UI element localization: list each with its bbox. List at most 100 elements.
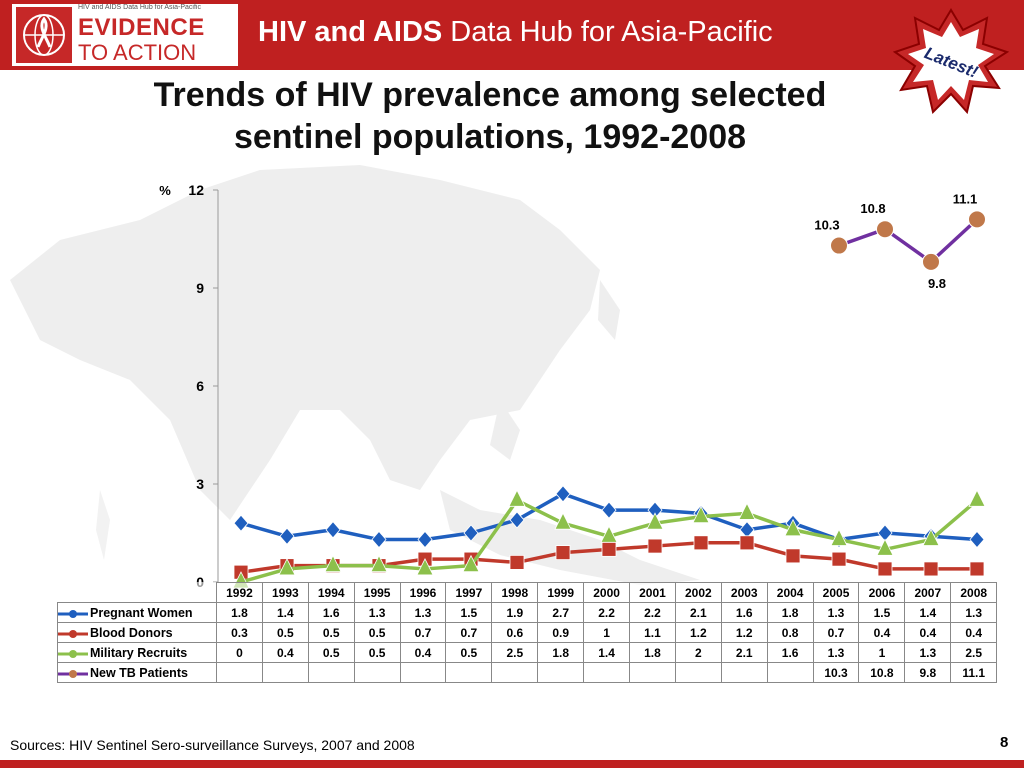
x-tick-label: 2005 bbox=[812, 582, 860, 603]
table-cell: 1.1 bbox=[629, 622, 676, 643]
x-tick-label: 1995 bbox=[353, 582, 401, 603]
hub-title: HIV and AIDS Data Hub for Asia-Pacific bbox=[258, 16, 773, 49]
data-label: 9.8 bbox=[928, 276, 946, 291]
table-cell: 0.5 bbox=[445, 642, 493, 663]
table-cell: 1.2 bbox=[720, 622, 768, 643]
data-point bbox=[325, 521, 341, 539]
legend-entry: New TB Patients bbox=[57, 662, 217, 683]
table-cell: 0.5 bbox=[261, 622, 309, 643]
table-row: New TB Patients 10.3 10.8 9.8 11.1 bbox=[57, 662, 998, 683]
table-cell: 0.5 bbox=[353, 622, 401, 643]
table-cell: 1.3 bbox=[353, 602, 401, 623]
data-point bbox=[417, 530, 433, 549]
table-cell: 1.8 bbox=[629, 642, 676, 663]
legend-entry: Military Recruits bbox=[57, 642, 217, 663]
y-axis-label: % bbox=[159, 183, 171, 198]
table-cell: 1.8 bbox=[537, 642, 585, 663]
data-point bbox=[646, 512, 664, 530]
table-cell bbox=[399, 662, 447, 683]
table-cell: 1.8 bbox=[216, 602, 263, 623]
y-tick-label: 6 bbox=[196, 378, 204, 394]
table-row: Military Recruits 0 0.4 0.5 0.5 0.4 0.5 2.5 1.8 1… bbox=[57, 642, 998, 663]
table-cell: 0.4 bbox=[399, 642, 447, 663]
data-point bbox=[508, 489, 526, 507]
table-cell: 0.5 bbox=[353, 642, 401, 663]
table-cell: 2.5 bbox=[950, 642, 998, 663]
data-point bbox=[462, 554, 480, 573]
table-cell: 1.5 bbox=[858, 602, 906, 623]
legend-key-icon bbox=[58, 608, 88, 619]
data-point bbox=[785, 548, 801, 564]
table-cell: 0.5 bbox=[307, 622, 355, 643]
table-cell: 9.8 bbox=[904, 662, 952, 683]
table-cell: 2.5 bbox=[491, 642, 539, 663]
page-number: 8 bbox=[1000, 734, 1009, 751]
table-cell bbox=[583, 662, 631, 683]
data-label: 10.8 bbox=[860, 201, 885, 216]
table-cell: 1.6 bbox=[766, 642, 814, 663]
y-axis: 036912% bbox=[159, 182, 219, 590]
logo-tagline: HIV and AIDS Data Hub for Asia-Pacific bbox=[78, 4, 201, 11]
table-cell: 2.7 bbox=[537, 602, 585, 623]
table-cell: 0.7 bbox=[399, 622, 447, 643]
x-tick-label: 1992 bbox=[216, 582, 263, 603]
table-cell: 2.1 bbox=[720, 642, 768, 663]
x-tick-label: 2006 bbox=[858, 582, 906, 603]
data-label: 10.3 bbox=[814, 218, 839, 233]
data-point bbox=[371, 530, 387, 549]
table-cell: 0.4 bbox=[261, 642, 309, 663]
table-cell bbox=[537, 662, 585, 683]
data-point bbox=[968, 210, 986, 229]
table-row: Blood Donors 0.3 0.5 0.5 0.5 0.7 0.7 0.6 0.9 1 1.1… bbox=[57, 622, 998, 643]
x-tick-label: 2001 bbox=[629, 582, 676, 603]
table-cell: 1 bbox=[858, 642, 906, 663]
evidence-to-action-logo: HIV and AIDS Data Hub for Asia-Pacific E… bbox=[12, 4, 238, 66]
footer-bar bbox=[0, 760, 1024, 768]
data-point bbox=[969, 561, 985, 577]
table-cell: 1.6 bbox=[307, 602, 355, 623]
x-tick-label: 1993 bbox=[261, 582, 309, 603]
data-point bbox=[555, 545, 571, 560]
data-point bbox=[601, 501, 617, 519]
table-cell: 2.1 bbox=[674, 602, 722, 623]
sources-note: Sources: HIV Sentinel Sero-surveillance … bbox=[10, 737, 415, 753]
table-cell bbox=[353, 662, 401, 683]
table-cell bbox=[445, 662, 493, 683]
slide-title-line2: sentinel populations, 1992-2008 bbox=[233, 118, 747, 156]
x-tick-label: 1998 bbox=[491, 582, 539, 603]
table-cell: 1 bbox=[583, 622, 631, 643]
data-point bbox=[739, 521, 755, 539]
legend-label: Military Recruits bbox=[90, 645, 188, 660]
x-tick-label: 2002 bbox=[674, 582, 722, 603]
data-point bbox=[600, 525, 618, 543]
logo-to-action: TO ACTION bbox=[78, 40, 197, 65]
data-point bbox=[509, 511, 525, 529]
y-tick-label: 3 bbox=[196, 476, 204, 492]
table-cell bbox=[307, 662, 355, 683]
series-line-new-tb-patients bbox=[838, 218, 979, 264]
table-cell: 1.3 bbox=[950, 602, 998, 623]
data-point bbox=[601, 541, 617, 557]
table-cell: 1.2 bbox=[674, 622, 722, 643]
table-cell: 0.3 bbox=[216, 622, 263, 643]
legend-label: Pregnant Women bbox=[90, 605, 193, 620]
table-cell: 2 bbox=[674, 642, 722, 663]
data-point bbox=[877, 561, 893, 577]
hub-title-rest: Data Hub for Asia-Pacific bbox=[442, 16, 773, 48]
table-cell: 10.3 bbox=[812, 662, 860, 683]
data-point bbox=[922, 252, 940, 271]
x-tick-label: 2008 bbox=[950, 582, 998, 603]
table-cell bbox=[720, 662, 768, 683]
slide-title: Trends of HIV prevalence among selected … bbox=[80, 74, 900, 158]
header-bar: HIV and AIDS Data Hub for Asia-Pacific E… bbox=[0, 0, 1024, 70]
data-table: 1992 1993 1994 1995 1996 1997 1998 1999 2000 2001… bbox=[57, 582, 998, 683]
table-cell: 0.4 bbox=[904, 622, 952, 643]
data-point bbox=[509, 555, 525, 570]
data-point bbox=[324, 554, 342, 573]
prevalence-line-chart: 036912% 10.310.89.811.1 bbox=[159, 182, 986, 590]
data-point bbox=[739, 535, 755, 551]
table-cell bbox=[674, 662, 722, 683]
data-point bbox=[693, 535, 709, 551]
data-point bbox=[692, 505, 710, 524]
data-point bbox=[831, 551, 847, 567]
